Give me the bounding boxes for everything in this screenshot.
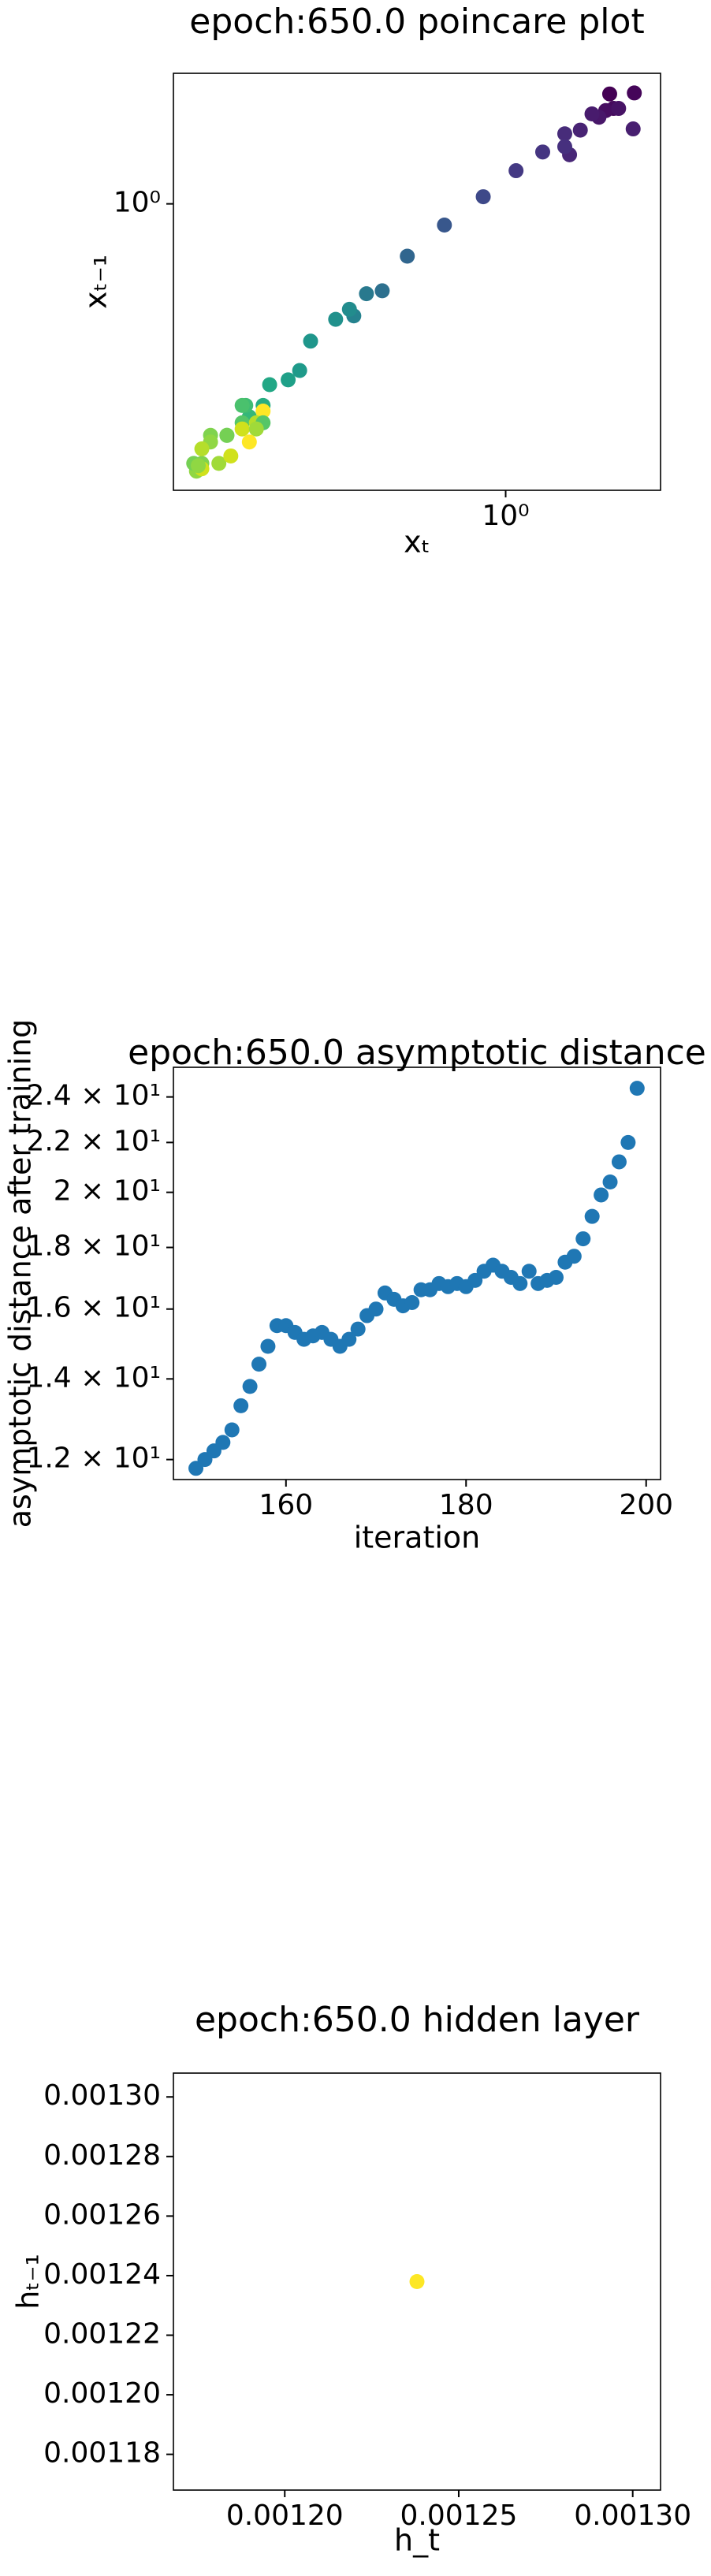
point (400, 248, 415, 264)
y-tick-label: 1.4 × 10¹ (26, 1361, 161, 1394)
point (557, 126, 572, 142)
x-tick-label: 160 (259, 1489, 313, 1521)
point (260, 1338, 276, 1354)
axes-frame (173, 73, 661, 491)
axes-frame (173, 2072, 661, 2491)
y-axis-label: asymptotic distance after training (3, 1019, 38, 1528)
point (215, 1435, 231, 1450)
point (625, 121, 641, 137)
point (575, 1231, 591, 1247)
point (233, 1398, 249, 1413)
y-axis-label: xₜ₋₁ (79, 255, 114, 309)
point (191, 458, 207, 474)
point (219, 427, 235, 443)
point (368, 1301, 384, 1317)
point (627, 85, 642, 101)
point (281, 372, 296, 388)
point (534, 144, 550, 160)
y-tick-label: 1.2 × 10¹ (26, 1442, 161, 1475)
x-axis-label: iteration (354, 1521, 481, 1555)
x-tick-label: 0.00125 (400, 2500, 518, 2532)
y-tick-label: 0.00124 (43, 2258, 161, 2291)
point (350, 1321, 366, 1337)
point (328, 311, 344, 327)
x-tick-label: 10⁰ (482, 500, 529, 532)
chart-title: epoch:650.0 poincare plot (189, 2, 644, 42)
point (234, 397, 250, 413)
point (292, 363, 307, 378)
x-tick-label: 0.00120 (226, 2500, 344, 2532)
point (251, 1357, 267, 1372)
y-tick-label: 10⁰ (114, 187, 161, 219)
point (303, 333, 318, 349)
point (467, 1272, 483, 1288)
point (211, 456, 227, 471)
point (584, 1208, 600, 1224)
point (234, 421, 250, 437)
x-axis-label: xₜ (404, 525, 430, 560)
x-axis-label: h_t (394, 2523, 440, 2558)
x-tick-label: 180 (439, 1489, 493, 1521)
chart-title: epoch:650.0 hidden layer (195, 2000, 640, 2040)
y-tick-label: 1.6 × 10¹ (26, 1292, 161, 1324)
point (620, 1134, 636, 1150)
point (594, 1187, 609, 1203)
point (611, 1154, 627, 1170)
x-tick-label: 0.00130 (574, 2500, 691, 2532)
point (255, 404, 271, 419)
x-tick-label: 200 (619, 1489, 673, 1521)
y-tick-label: 0.00128 (43, 2139, 161, 2172)
chart-title: epoch:650.0 asymptotic distance (128, 1033, 706, 1073)
y-tick-label: 0.00122 (43, 2318, 161, 2351)
point (557, 139, 572, 154)
point (262, 377, 277, 393)
y-tick-label: 2.2 × 10¹ (26, 1125, 161, 1157)
point (611, 101, 627, 117)
y-tick-label: 0.00120 (43, 2377, 161, 2410)
point (601, 86, 617, 102)
point (602, 1174, 618, 1189)
point (248, 421, 264, 437)
point (437, 218, 452, 233)
point (223, 448, 239, 463)
point (475, 189, 491, 205)
point (241, 434, 257, 450)
point (359, 286, 374, 302)
point (404, 1294, 420, 1310)
point (341, 301, 357, 317)
point (521, 1264, 537, 1279)
point (512, 1275, 528, 1291)
y-tick-label: 0.00130 (43, 2079, 161, 2112)
point (548, 1269, 564, 1285)
point (572, 122, 588, 138)
y-tick-label: 0.00118 (43, 2437, 161, 2470)
point (374, 283, 390, 299)
point (508, 163, 524, 179)
point (584, 106, 600, 121)
point (341, 1331, 357, 1347)
y-tick-label: 1.8 × 10¹ (26, 1230, 161, 1263)
y-tick-label: 0.00126 (43, 2198, 161, 2231)
point (629, 1081, 645, 1096)
y-axis-label: hₜ₋₁ (11, 2254, 46, 2310)
y-tick-label: 2.4 × 10¹ (26, 1080, 161, 1112)
axes-frame (173, 1067, 661, 1480)
point (194, 441, 210, 456)
point (224, 1422, 240, 1438)
point (242, 1379, 258, 1394)
point (566, 1249, 582, 1264)
point (409, 2274, 425, 2289)
y-tick-label: 2 × 10¹ (54, 1175, 161, 1208)
